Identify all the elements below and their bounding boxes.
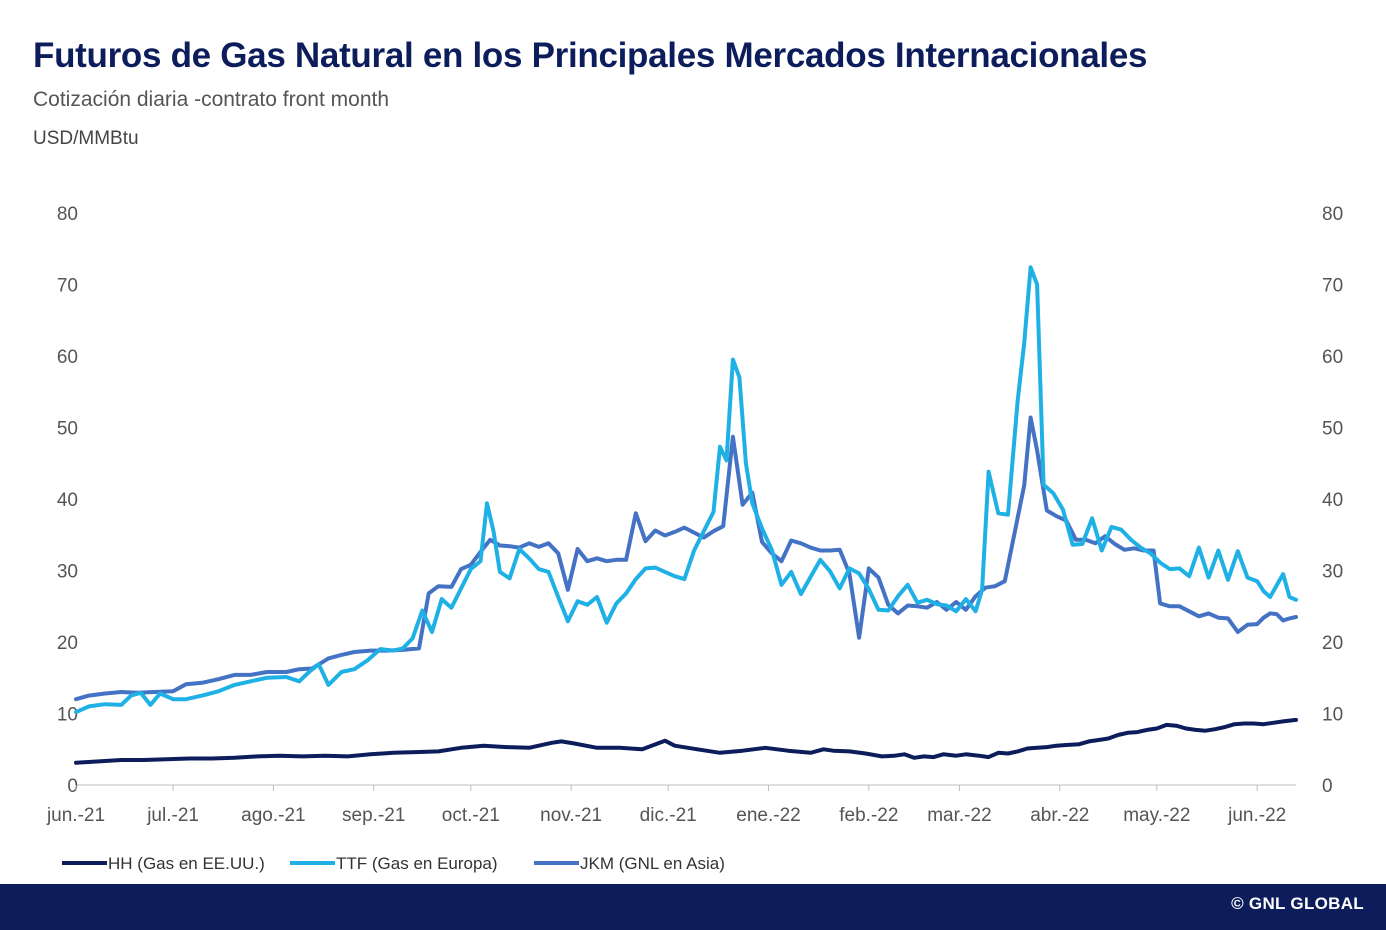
y-tick-label-right: 10 bbox=[1322, 705, 1343, 726]
y-tick-label-left: 20 bbox=[57, 633, 78, 654]
y-tick-label-left: 30 bbox=[57, 562, 78, 583]
x-tick-label: jun.-22 bbox=[1227, 805, 1286, 826]
x-tick-label: jun.-21 bbox=[46, 805, 105, 826]
y-tick-label-right: 0 bbox=[1322, 776, 1333, 797]
legend-label: HH (Gas en EE.UU.) bbox=[108, 854, 265, 873]
y-tick-label-right: 40 bbox=[1322, 490, 1343, 511]
legend: HH (Gas en EE.UU.) TTF (Gas en Europa) JKM… bbox=[62, 854, 725, 873]
copyright-text: © GNL GLOBAL bbox=[1231, 894, 1364, 913]
x-tick-label: feb.-22 bbox=[839, 805, 898, 826]
x-tick-label: mar.-22 bbox=[927, 805, 991, 826]
y-tick-label-left: 10 bbox=[57, 705, 78, 726]
chart-area: 0 10 20 30 40 50 60 70 80 0 10 20 30 40 50 60 70 80 jun.-2… bbox=[46, 204, 1343, 873]
series-layer bbox=[74, 265, 1298, 765]
y-tick-label-left: 60 bbox=[57, 347, 78, 368]
y-tick-label-right: 50 bbox=[1322, 419, 1343, 440]
x-tick-label: oct.-21 bbox=[442, 805, 500, 826]
y-tick-label-right: 60 bbox=[1322, 347, 1343, 368]
y-tick-label-left: 70 bbox=[57, 276, 78, 297]
y-tick-label-left: 50 bbox=[57, 419, 78, 440]
y-tick-label-right: 80 bbox=[1322, 204, 1343, 225]
x-tick-label: sep.-21 bbox=[342, 805, 405, 826]
series-line-jkm bbox=[74, 415, 1298, 702]
x-tick-label: nov.-21 bbox=[540, 805, 602, 826]
y-tick-label-right: 70 bbox=[1322, 276, 1343, 297]
chart-subtitle: Cotización diaria -contrato front month bbox=[33, 88, 390, 111]
y-tick-label-left: 80 bbox=[57, 204, 78, 225]
x-tick-label: may.-22 bbox=[1123, 805, 1190, 826]
y-tick-label-right: 20 bbox=[1322, 633, 1343, 654]
y-tick-label-right: 30 bbox=[1322, 562, 1343, 583]
y-tick-label-left: 40 bbox=[57, 490, 78, 511]
x-tick-label: ago.-21 bbox=[241, 805, 305, 826]
x-tick-label: jul.-21 bbox=[146, 805, 199, 826]
legend-label: TTF (Gas en Europa) bbox=[336, 854, 498, 873]
axes-layer: 0 10 20 30 40 50 60 70 80 0 10 20 30 40 50 60 70 80 jun.-2… bbox=[46, 204, 1343, 826]
chart-title: Futuros de Gas Natural en los Principale… bbox=[33, 36, 1148, 75]
series-line-ttf bbox=[74, 265, 1298, 715]
x-tick-label: abr.-22 bbox=[1030, 805, 1089, 826]
series-line-hh bbox=[74, 717, 1298, 765]
y-axis-unit-label: USD/MMBtu bbox=[33, 128, 139, 149]
legend-label: JKM (GNL en Asia) bbox=[580, 854, 725, 873]
y-tick-label-left: 0 bbox=[67, 776, 78, 797]
x-tick-label: dic.-21 bbox=[640, 805, 697, 826]
footer-bar: © GNL GLOBAL bbox=[0, 884, 1386, 930]
x-tick-label: ene.-22 bbox=[736, 805, 800, 826]
